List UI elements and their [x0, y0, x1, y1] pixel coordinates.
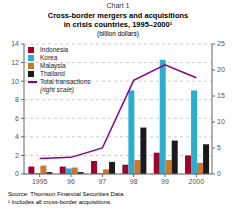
svg-text:12: 12 [11, 59, 19, 66]
svg-text:1995: 1995 [32, 178, 48, 185]
svg-text:0: 0 [15, 170, 19, 177]
html-text:Korea: Korea [40, 54, 58, 61]
svg-text:5: 5 [217, 144, 221, 151]
html-text:Malaysia: Malaysia [40, 62, 66, 69]
svg-text:14: 14 [11, 40, 19, 47]
svg-text:96: 96 [67, 178, 75, 185]
svg-text:98: 98 [130, 178, 138, 185]
html-text:Indonesia: Indonesia [40, 46, 69, 53]
html-text:Chart 1: Chart 1 [106, 2, 130, 9]
svg-text:10: 10 [11, 78, 19, 85]
svg-text:8: 8 [15, 96, 19, 103]
html-text:Total transactions: Total transactions [40, 78, 91, 85]
html-text:Source: Thomson Financial Secu: Source: Thomson Financial Securities Dat… [8, 191, 125, 205]
html-text:(right scale): (right scale) [40, 86, 74, 93]
html-text:Thailand: Thailand [40, 70, 65, 77]
svg-text:25: 25 [217, 40, 225, 47]
svg-text:2000: 2000 [189, 178, 205, 185]
svg-text:10: 10 [217, 118, 225, 125]
svg-text:2: 2 [15, 152, 19, 159]
svg-text:6: 6 [15, 115, 19, 122]
svg-text:4: 4 [15, 133, 19, 140]
svg-text:99: 99 [161, 178, 169, 185]
html-text:(billion dollars): (billion dollars) [97, 30, 139, 37]
svg-text:20: 20 [217, 66, 225, 73]
svg-text:97: 97 [98, 178, 106, 185]
svg-text:15: 15 [217, 92, 225, 99]
html-text:Cross-border mergers and acqui: Cross-border mergers and acquisitions in… [47, 11, 189, 29]
svg-text:0: 0 [217, 170, 221, 177]
